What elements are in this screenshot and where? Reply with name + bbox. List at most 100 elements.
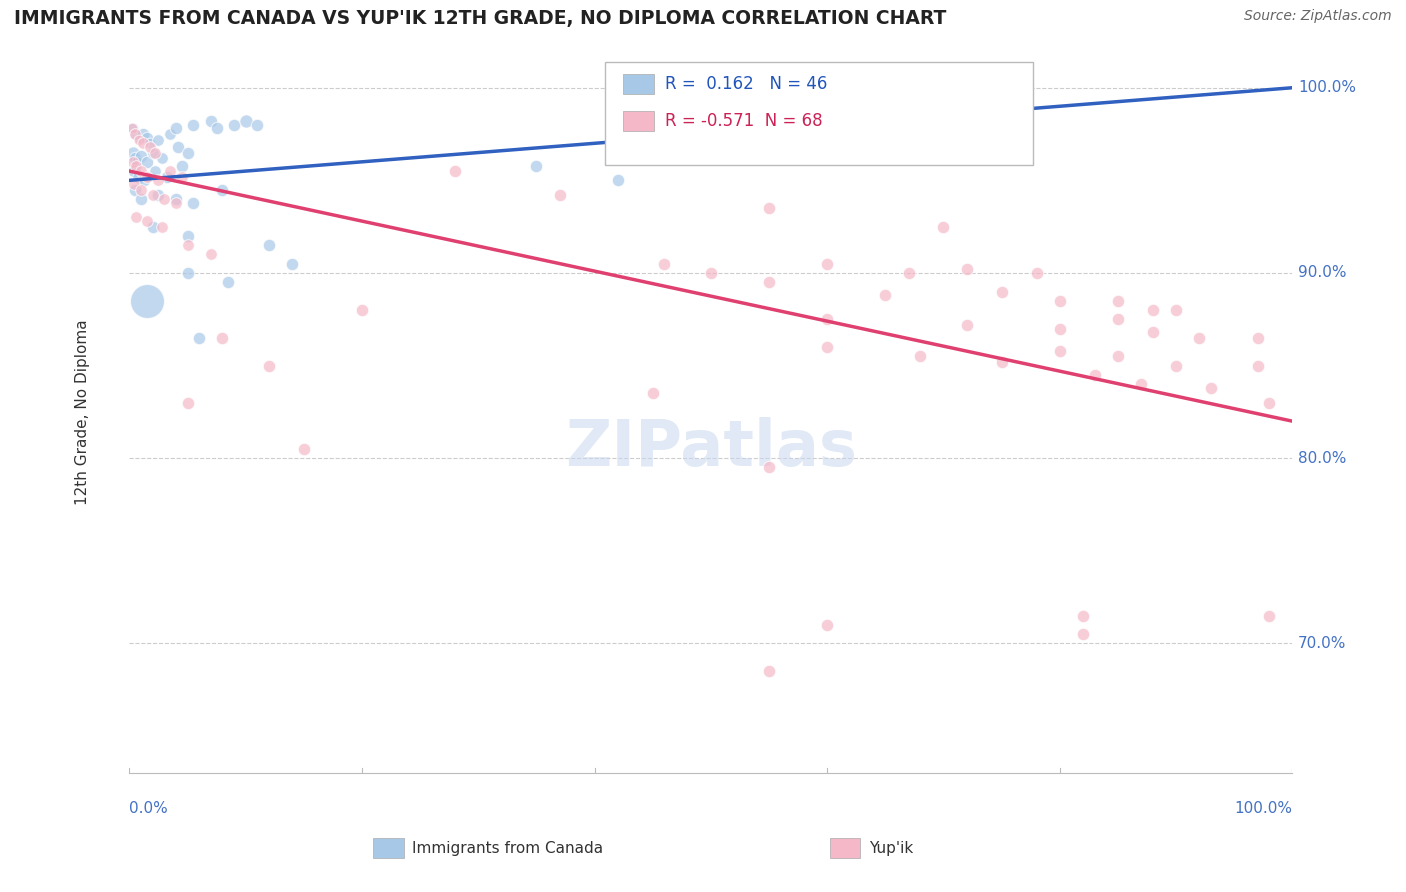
Point — [1164, 359, 1187, 373]
Point — [121, 121, 143, 136]
Point — [122, 177, 145, 191]
Point — [150, 151, 173, 165]
Point — [135, 169, 157, 184]
Point — [444, 164, 467, 178]
Point — [135, 293, 157, 308]
Point — [222, 118, 245, 132]
Point — [143, 164, 166, 178]
Point — [148, 188, 170, 202]
Text: 0.0%: 0.0% — [129, 801, 169, 816]
Point — [897, 266, 920, 280]
Point — [153, 192, 176, 206]
Point — [654, 257, 676, 271]
Point — [165, 192, 187, 206]
Point — [758, 201, 780, 215]
Point — [990, 355, 1012, 369]
Point — [155, 169, 177, 184]
Point — [815, 312, 838, 326]
Point — [124, 127, 146, 141]
Point — [1049, 321, 1071, 335]
Point — [1258, 608, 1281, 623]
Point — [1071, 608, 1094, 623]
Point — [815, 618, 838, 632]
Point — [132, 136, 155, 151]
Point — [165, 121, 187, 136]
Point — [176, 228, 198, 243]
Point — [200, 114, 222, 128]
Point — [125, 211, 148, 225]
Text: 90.0%: 90.0% — [1298, 266, 1347, 280]
Point — [139, 140, 162, 154]
Point — [167, 140, 190, 154]
Point — [1142, 303, 1164, 318]
Point — [1164, 303, 1187, 318]
Point — [815, 257, 838, 271]
Text: Yup'ik: Yup'ik — [869, 841, 912, 855]
Point — [246, 118, 269, 132]
Point — [139, 136, 162, 151]
Point — [142, 145, 165, 160]
Point — [176, 266, 198, 280]
Point — [148, 133, 170, 147]
Point — [132, 127, 155, 141]
Point — [142, 219, 165, 234]
Point — [1071, 627, 1094, 641]
Point — [148, 173, 170, 187]
Point — [1107, 312, 1129, 326]
Text: 100.0%: 100.0% — [1234, 801, 1292, 816]
Point — [641, 386, 664, 401]
Point — [181, 195, 204, 210]
Point — [165, 195, 187, 210]
Point — [200, 247, 222, 261]
Point — [121, 154, 143, 169]
Point — [548, 188, 571, 202]
Text: R = -0.571  N = 68: R = -0.571 N = 68 — [665, 112, 823, 130]
Point — [129, 183, 152, 197]
Point — [235, 114, 257, 128]
Point — [122, 164, 145, 178]
Point — [135, 130, 157, 145]
Point — [121, 121, 143, 136]
Text: 100.0%: 100.0% — [1298, 80, 1357, 95]
Point — [910, 349, 932, 363]
Point — [124, 151, 146, 165]
Point — [121, 145, 143, 160]
Point — [134, 173, 156, 187]
Point — [170, 159, 193, 173]
Point — [135, 154, 157, 169]
Point — [211, 183, 233, 197]
Text: 12th Grade, No Diploma: 12th Grade, No Diploma — [76, 319, 90, 505]
Point — [758, 665, 780, 679]
Point — [350, 303, 373, 318]
Text: ZIPatlas: ZIPatlas — [565, 417, 856, 479]
Point — [181, 118, 204, 132]
Point — [257, 359, 280, 373]
Point — [606, 173, 628, 187]
Point — [124, 127, 146, 141]
Point — [217, 275, 239, 289]
Point — [990, 285, 1012, 299]
Text: 80.0%: 80.0% — [1298, 450, 1347, 466]
Point — [758, 460, 780, 475]
Point — [932, 219, 955, 234]
Point — [956, 318, 979, 332]
Point — [176, 238, 198, 252]
Text: Immigrants from Canada: Immigrants from Canada — [412, 841, 603, 855]
Point — [135, 214, 157, 228]
Point — [1049, 343, 1071, 358]
Point — [129, 192, 152, 206]
Point — [526, 159, 548, 173]
Point — [129, 149, 152, 163]
Point — [1142, 325, 1164, 339]
Point — [143, 145, 166, 160]
Text: IMMIGRANTS FROM CANADA VS YUP'IK 12TH GRADE, NO DIPLOMA CORRELATION CHART: IMMIGRANTS FROM CANADA VS YUP'IK 12TH GR… — [14, 9, 946, 28]
Point — [1199, 381, 1222, 395]
Point — [170, 169, 193, 184]
Point — [700, 266, 723, 280]
Point — [205, 121, 228, 136]
Point — [128, 133, 150, 147]
Point — [1130, 377, 1153, 392]
Point — [1246, 331, 1268, 345]
Point — [142, 188, 165, 202]
Point — [188, 331, 211, 345]
